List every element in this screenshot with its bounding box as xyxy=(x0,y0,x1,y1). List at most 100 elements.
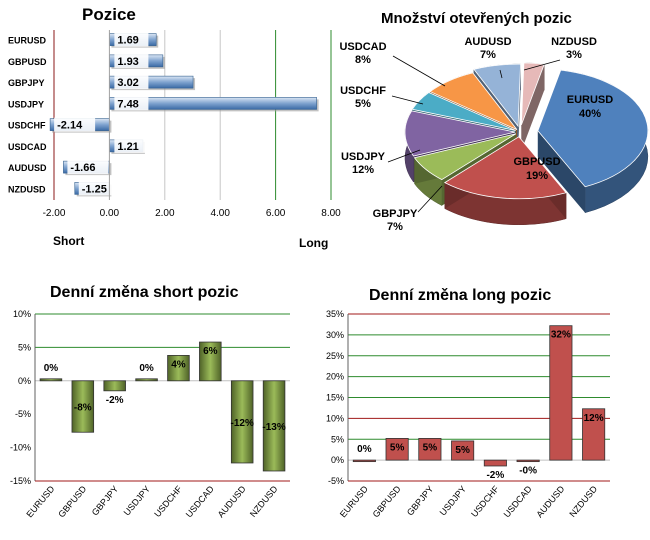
bar-value-label: 5% xyxy=(390,442,405,453)
bar xyxy=(451,440,475,461)
pie-leader-line xyxy=(499,69,503,79)
y-tick-label: 20% xyxy=(326,372,344,382)
pie-slice-pct: 19% xyxy=(526,170,548,182)
bar-value-label: 5% xyxy=(423,442,438,453)
pozice-x-tick: 4.00 xyxy=(210,208,230,219)
x-tick-label: GBPJPY xyxy=(405,484,435,518)
short-label: Short xyxy=(53,234,85,248)
pozice-value-bg xyxy=(114,138,149,153)
bar-value-label: 5% xyxy=(455,445,470,456)
pie-slice-label: EURUSD xyxy=(567,94,614,106)
pozice-value-bg xyxy=(114,96,149,111)
pie-slice-label: USDCHF xyxy=(340,85,386,97)
bar-value-label: -0% xyxy=(519,465,537,476)
pozice-value-label: 1.93 xyxy=(117,56,138,68)
long-label: Long xyxy=(299,236,329,250)
x-tick-label: AUDUSD xyxy=(216,483,248,519)
pozice-value-bg xyxy=(67,160,109,175)
pie-outside-label: USDCAD 8% xyxy=(338,41,388,67)
pozice-x-tick: -2.00 xyxy=(43,208,66,219)
x-tick-label: USDCHF xyxy=(469,483,501,519)
pozice-category-label: USDJPY xyxy=(8,99,44,109)
pie-leader-line xyxy=(523,59,561,71)
pozice-value-bg xyxy=(114,75,149,90)
y-tick-label: -10% xyxy=(10,443,31,453)
pozice-x-tick: 6.00 xyxy=(266,208,286,219)
pozice-category-label: USDCAD xyxy=(8,142,47,152)
bar xyxy=(549,325,573,461)
pie-slice xyxy=(404,110,516,157)
bar xyxy=(262,380,286,472)
y-tick-label: 30% xyxy=(326,330,344,340)
pozice-category-label: AUDUSD xyxy=(8,163,47,173)
x-tick-label: GBPUSD xyxy=(56,483,88,519)
bar xyxy=(516,459,540,463)
bar xyxy=(39,378,63,382)
bar xyxy=(230,380,254,464)
pie-slice-label: USDJPY xyxy=(340,151,386,163)
x-tick-label: USDCAD xyxy=(502,483,534,519)
bar xyxy=(103,380,126,392)
bar xyxy=(582,408,606,461)
y-tick-label: 25% xyxy=(326,351,344,361)
bar xyxy=(199,341,222,382)
pozice-x-tick: 2.00 xyxy=(155,208,175,219)
pie-slice-label: GBPUSD xyxy=(513,156,560,168)
pie-slice-label: NZDUSD xyxy=(551,36,597,48)
y-tick-label: 5% xyxy=(18,342,31,352)
bar-value-label: 4% xyxy=(171,359,186,370)
pie-outside-label: USDJPY 12% xyxy=(338,151,388,177)
bar xyxy=(352,459,376,463)
pozice-value-bg xyxy=(114,53,149,68)
pozice-x-tick: 0.00 xyxy=(100,208,120,219)
pie-slice-label: AUDUSD xyxy=(464,36,512,48)
pozice-category-label: NZDUSD xyxy=(8,184,46,194)
x-tick-label: USDJPY xyxy=(438,484,468,518)
pie-slice-pct: 12% xyxy=(351,164,375,176)
x-tick-label: EURUSD xyxy=(24,483,56,519)
pie-leader-line xyxy=(391,95,424,105)
pie-outside-label: GBPJPY 7% xyxy=(370,208,420,234)
x-tick-label: EURUSD xyxy=(338,483,370,519)
pie-slice-wall xyxy=(537,130,586,213)
y-tick-label: -5% xyxy=(15,409,31,419)
bar-value-label: 0% xyxy=(139,363,154,374)
bar-value-label: -12% xyxy=(231,418,254,429)
pozice-value-label: 1.69 xyxy=(117,35,138,47)
x-tick-label: NZDUSD xyxy=(567,483,599,519)
pie-slice-pct: 7% xyxy=(480,49,496,61)
pie-slice-pct: 5% xyxy=(355,98,371,110)
y-tick-label: 5% xyxy=(331,434,344,444)
pie-outside-label: NZDUSD 3% xyxy=(549,36,599,62)
pie-slice-pct: 8% xyxy=(355,54,371,66)
pie-slice-pct: 3% xyxy=(566,49,582,61)
pie-leader-line xyxy=(392,55,446,87)
pie-slice-label: USDCAD xyxy=(339,41,387,53)
long-change-chart: -5% 0% 5% 10% 15% 20% 25% 30% 35% 0% EURUSD 5% GBPUS… xyxy=(326,309,610,519)
pie-chart: EURUSD 40% GBPUSD 19% xyxy=(387,55,649,225)
pozice-category-label: EURUSD xyxy=(8,36,47,46)
y-tick-label: 0% xyxy=(331,455,344,465)
pie-slice-pct: 40% xyxy=(579,108,601,120)
bar xyxy=(385,438,409,461)
x-tick-label: GBPJPY xyxy=(90,484,120,518)
bar-value-label: -2% xyxy=(106,395,124,406)
pozice-value-label: 7.48 xyxy=(117,98,138,110)
bar-value-label: 12% xyxy=(584,413,604,424)
y-tick-label: -15% xyxy=(10,476,31,486)
x-tick-label: GBPUSD xyxy=(371,483,403,519)
x-tick-label: USDJPY xyxy=(122,484,152,518)
y-tick-label: -5% xyxy=(328,476,344,486)
bar xyxy=(483,459,507,467)
bar xyxy=(71,380,95,433)
bar-value-label: -2% xyxy=(486,470,504,481)
pie-leader-line xyxy=(387,149,421,163)
pozice-value-label: 3.02 xyxy=(117,77,138,89)
bar-value-label: 0% xyxy=(44,363,59,374)
pie-slice-label: GBPJPY xyxy=(372,208,418,220)
pozice-chart: -2.00 2.00 4.00 6.00 8.00 0.00 EURUSD 1.69 GBPUS… xyxy=(8,30,341,219)
pozice-x-tick: 8.00 xyxy=(321,208,341,219)
long-change-title: Denní změna long pozic xyxy=(369,287,552,304)
pie-outside-label: USDCHF 5% xyxy=(338,85,388,111)
